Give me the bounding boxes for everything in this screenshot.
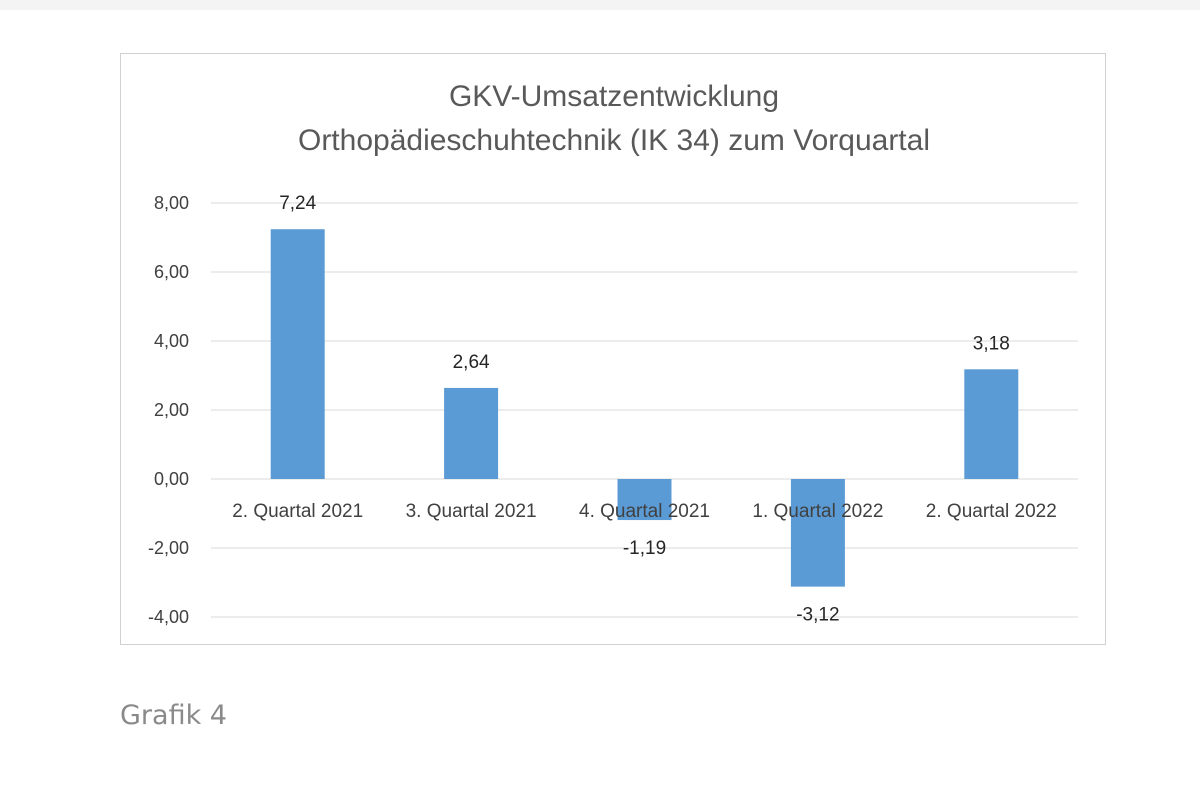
- chart-title-line-1: GKV-Umsatzentwicklung: [449, 80, 779, 113]
- y-tick-label: -4,00: [148, 607, 189, 627]
- y-tick-label: -2,00: [148, 538, 189, 558]
- y-tick-label: 2,00: [154, 400, 189, 420]
- y-tick-label: 0,00: [154, 469, 189, 489]
- bar: [964, 369, 1019, 479]
- bar: [617, 479, 672, 521]
- x-category-label: 1. Quartal 2022: [752, 501, 883, 522]
- data-label: 3,18: [973, 333, 1010, 354]
- top-strip: [0, 0, 1200, 10]
- x-category-label: 4. Quartal 2021: [579, 501, 710, 522]
- data-label: 7,24: [279, 193, 316, 214]
- data-label: -1,19: [623, 538, 666, 559]
- x-category-label: 2. Quartal 2021: [232, 501, 363, 522]
- y-tick-label: 8,00: [154, 193, 189, 213]
- bar: [270, 229, 325, 479]
- figure-caption: Grafik 4: [120, 700, 227, 731]
- data-label: 2,64: [453, 352, 490, 373]
- x-category-label: 2. Quartal 2022: [926, 501, 1057, 522]
- bar: [790, 479, 845, 587]
- chart-frame: GKV-Umsatzentwicklung Orthopädieschuhtech…: [120, 53, 1106, 645]
- x-category-label: 3. Quartal 2021: [406, 501, 537, 522]
- bar-chart: GKV-Umsatzentwicklung Orthopädieschuhtech…: [148, 80, 1078, 627]
- y-tick-label: 4,00: [154, 331, 189, 351]
- bar: [444, 387, 499, 479]
- chart-title-line-2: Orthopädieschuhtechnik (IK 34) zum Vorqu…: [298, 124, 930, 157]
- data-label: -3,12: [796, 605, 839, 626]
- y-tick-label: 6,00: [154, 262, 189, 282]
